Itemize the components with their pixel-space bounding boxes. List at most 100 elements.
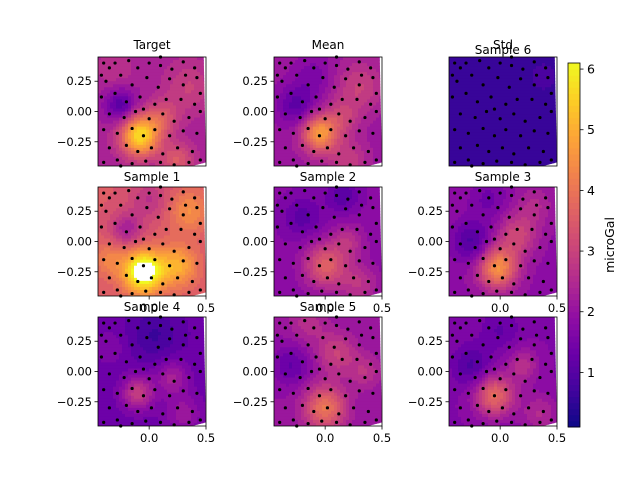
contour-cell — [188, 129, 192, 134]
contour-cell — [110, 72, 114, 76]
contour-cell — [128, 202, 132, 206]
contour-cell — [194, 96, 198, 100]
contour-cell — [179, 78, 183, 82]
contour-cell — [355, 117, 359, 122]
contour-cell — [316, 117, 320, 122]
axes-frame — [97, 56, 207, 167]
contour-cell — [536, 141, 540, 146]
station-point — [453, 160, 457, 164]
contour-cell — [527, 150, 531, 155]
contour-cell — [185, 150, 189, 155]
contour-cell — [518, 102, 522, 107]
contour-cell — [188, 153, 192, 158]
contour-cell — [158, 262, 162, 267]
contour-cell — [167, 162, 171, 166]
contour-cell — [328, 57, 332, 61]
contour-cell — [143, 268, 147, 273]
contour-cell — [161, 156, 165, 161]
contour-cell — [367, 159, 371, 164]
contour-cell — [494, 102, 498, 107]
contour-cell — [524, 141, 528, 146]
contour-cell — [170, 123, 174, 128]
contour-cell — [479, 129, 483, 134]
contour-cell — [116, 147, 120, 152]
contour-cell — [283, 150, 287, 155]
contour-cell — [101, 153, 105, 158]
contour-cell — [140, 99, 144, 104]
contour-cell — [167, 138, 171, 143]
contour-cell — [203, 120, 206, 125]
contour-cell — [358, 114, 362, 119]
contour-cell — [506, 156, 510, 161]
contour-cell — [125, 208, 129, 212]
contour-cell — [131, 117, 135, 122]
contour-cell — [346, 129, 350, 134]
contour-cell — [149, 196, 153, 200]
contour-cell — [349, 63, 353, 67]
contour-cell — [536, 114, 540, 119]
contour-cell — [313, 129, 317, 134]
contour-cell — [286, 72, 290, 76]
contour-cell — [545, 93, 549, 97]
contour-cell — [134, 199, 138, 203]
contour-cell — [334, 66, 338, 70]
contour-cell — [533, 141, 537, 146]
contour-cell — [137, 81, 141, 85]
contour-cell — [98, 93, 102, 97]
contour-cell — [122, 190, 126, 194]
contour-cell — [467, 159, 471, 164]
contour-cell — [449, 78, 453, 82]
contour-cell — [98, 108, 102, 113]
contour-cell — [116, 277, 120, 282]
contour-cell — [110, 283, 114, 288]
contour-cell — [328, 93, 332, 97]
contour-cell — [301, 120, 305, 125]
contour-cell — [479, 150, 483, 155]
contour-cell — [295, 111, 299, 116]
contour-cell — [98, 138, 102, 143]
contour-cell — [455, 63, 459, 67]
contour-cell — [325, 81, 329, 85]
contour-cell — [470, 90, 474, 94]
contour-cell — [122, 135, 126, 140]
contour-cell — [367, 99, 371, 104]
contour-cell — [173, 99, 177, 104]
contour-cell — [340, 153, 344, 158]
contour-cell — [203, 156, 206, 161]
station-point — [549, 158, 553, 162]
contour-cell — [449, 141, 453, 146]
contour-cell — [149, 81, 153, 85]
contour-cell — [283, 126, 287, 131]
contour-cell — [113, 265, 117, 270]
contour-cell — [497, 102, 501, 107]
contour-cell — [194, 141, 198, 146]
contour-cell — [137, 256, 141, 261]
contour-cell — [173, 117, 177, 122]
contour-cell — [509, 156, 513, 161]
contour-cell — [331, 84, 335, 88]
contour-cell — [101, 187, 105, 191]
contour-cell — [554, 123, 557, 128]
contour-cell — [361, 66, 365, 70]
contour-cell — [134, 262, 138, 267]
contour-cell — [143, 244, 147, 249]
contour-cell — [274, 150, 278, 155]
contour-cell — [119, 262, 123, 267]
contour-cell — [494, 111, 498, 116]
contour-cell — [364, 69, 368, 73]
station-point — [544, 102, 548, 106]
station-point — [198, 158, 202, 162]
station-point — [195, 75, 199, 80]
contour-cell — [143, 60, 147, 64]
contour-cell — [449, 108, 453, 113]
contour-cell — [197, 105, 201, 110]
contour-cell — [467, 120, 471, 125]
contour-cell — [322, 162, 326, 166]
contour-cell — [455, 126, 459, 131]
contour-cell — [140, 147, 144, 152]
contour-cell — [458, 60, 462, 64]
contour-cell — [485, 81, 489, 85]
contour-cell — [379, 159, 382, 164]
contour-cell — [452, 111, 456, 116]
contour-cell — [158, 105, 162, 110]
